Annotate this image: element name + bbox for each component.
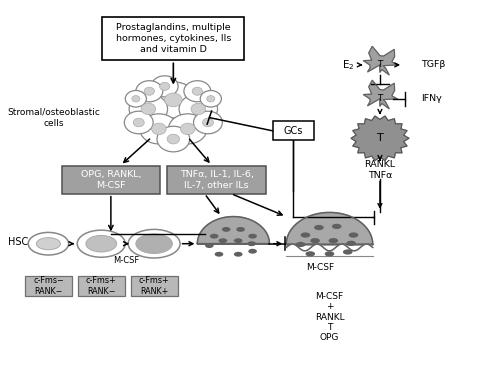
Ellipse shape xyxy=(332,224,342,229)
Text: TGFβ: TGFβ xyxy=(421,60,445,70)
Ellipse shape xyxy=(348,232,358,238)
Ellipse shape xyxy=(248,234,257,239)
Text: M-CSF: M-CSF xyxy=(306,262,334,272)
Ellipse shape xyxy=(77,230,125,257)
Ellipse shape xyxy=(215,252,223,257)
Ellipse shape xyxy=(306,251,315,256)
Text: IFNγ: IFNγ xyxy=(421,94,441,103)
Circle shape xyxy=(132,96,140,102)
Polygon shape xyxy=(351,116,409,160)
Text: T: T xyxy=(377,94,382,103)
Circle shape xyxy=(193,111,222,134)
Ellipse shape xyxy=(296,242,306,247)
Circle shape xyxy=(159,83,170,91)
FancyBboxPatch shape xyxy=(273,121,314,140)
Ellipse shape xyxy=(234,238,243,243)
Text: RANKL
TNFα: RANKL TNFα xyxy=(364,160,396,180)
Text: c-Fms−
RANK−: c-Fms− RANK− xyxy=(33,276,64,296)
Ellipse shape xyxy=(86,235,117,252)
Circle shape xyxy=(165,93,182,107)
FancyBboxPatch shape xyxy=(131,276,178,296)
Text: Stromal/osteoblastic
cells: Stromal/osteoblastic cells xyxy=(8,108,101,128)
Text: c-Fms+
RANK−: c-Fms+ RANK− xyxy=(86,276,117,296)
FancyBboxPatch shape xyxy=(78,276,125,296)
Ellipse shape xyxy=(301,232,310,238)
Circle shape xyxy=(133,118,144,127)
Ellipse shape xyxy=(36,238,60,250)
Text: c-Fms+
RANK+: c-Fms+ RANK+ xyxy=(139,276,170,296)
Circle shape xyxy=(169,114,207,144)
Text: T: T xyxy=(377,133,383,143)
Circle shape xyxy=(151,76,178,97)
Ellipse shape xyxy=(329,238,338,243)
Circle shape xyxy=(192,87,203,95)
FancyBboxPatch shape xyxy=(167,165,266,194)
Text: Prostaglandins, multiple
hormones, cytokines, IIs
and vitamin D: Prostaglandins, multiple hormones, cytok… xyxy=(116,23,231,54)
Text: M-CSF: M-CSF xyxy=(114,256,140,265)
Circle shape xyxy=(167,134,179,144)
Ellipse shape xyxy=(219,238,227,243)
Circle shape xyxy=(191,103,206,115)
Ellipse shape xyxy=(205,243,214,248)
Text: HSC: HSC xyxy=(8,237,28,247)
Polygon shape xyxy=(364,80,397,109)
Circle shape xyxy=(180,123,195,134)
Ellipse shape xyxy=(325,251,334,256)
Circle shape xyxy=(139,114,178,144)
Circle shape xyxy=(200,91,222,107)
Ellipse shape xyxy=(343,249,352,255)
Circle shape xyxy=(141,103,156,115)
FancyBboxPatch shape xyxy=(25,276,72,296)
Ellipse shape xyxy=(234,252,243,257)
Text: E$_2$: E$_2$ xyxy=(343,58,355,72)
Ellipse shape xyxy=(28,232,69,255)
Circle shape xyxy=(136,81,163,102)
Circle shape xyxy=(125,91,146,107)
Polygon shape xyxy=(286,212,373,244)
Ellipse shape xyxy=(310,238,320,243)
Ellipse shape xyxy=(314,225,324,230)
Ellipse shape xyxy=(236,227,245,232)
Circle shape xyxy=(203,118,213,127)
Ellipse shape xyxy=(128,230,180,258)
Circle shape xyxy=(150,82,196,118)
Ellipse shape xyxy=(248,249,257,254)
Ellipse shape xyxy=(136,234,173,254)
Circle shape xyxy=(179,94,218,124)
Ellipse shape xyxy=(210,234,219,239)
Circle shape xyxy=(129,94,168,124)
Text: T: T xyxy=(377,60,382,70)
FancyBboxPatch shape xyxy=(62,165,160,194)
Ellipse shape xyxy=(347,241,356,246)
Circle shape xyxy=(184,81,211,102)
Text: M-CSF
+
RANKL
T
OPG: M-CSF + RANKL T OPG xyxy=(314,292,344,342)
Text: GCs: GCs xyxy=(284,126,303,136)
Ellipse shape xyxy=(247,241,256,246)
Polygon shape xyxy=(364,46,397,75)
Circle shape xyxy=(152,123,166,134)
Circle shape xyxy=(144,87,155,95)
Circle shape xyxy=(157,126,190,152)
Polygon shape xyxy=(197,217,269,244)
Circle shape xyxy=(124,111,153,134)
Circle shape xyxy=(207,96,215,102)
Ellipse shape xyxy=(222,227,230,232)
Text: TNFα, IL-1, IL-6,
IL-7, other ILs: TNFα, IL-1, IL-6, IL-7, other ILs xyxy=(180,170,254,190)
Text: OPG, RANKL,
M-CSF: OPG, RANKL, M-CSF xyxy=(81,170,141,190)
FancyBboxPatch shape xyxy=(103,17,244,60)
